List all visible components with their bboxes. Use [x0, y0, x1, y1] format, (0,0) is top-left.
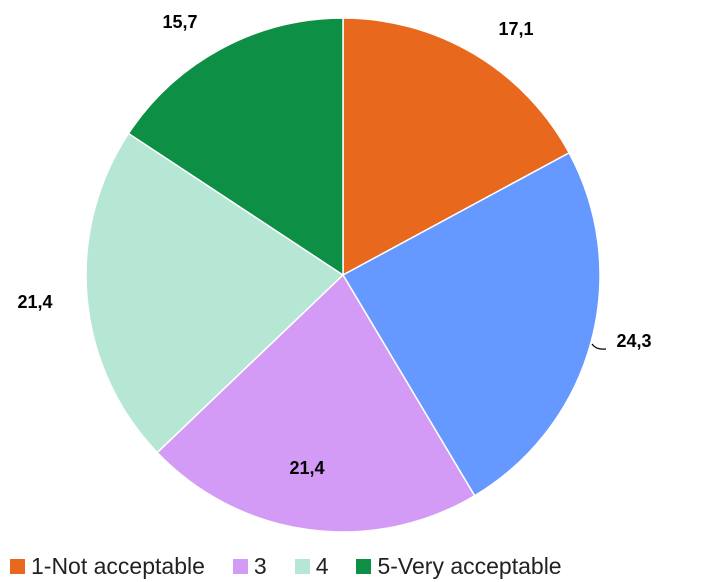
pie-slice-1-not-acceptable — [342, 17, 571, 277]
pie-slice-2 — [341, 151, 601, 497]
data-label-4: 21,4 — [17, 292, 52, 312]
pie-slice-3 — [156, 273, 476, 533]
legend-label: 5-Very acceptable — [377, 552, 562, 579]
legend-item: 5-Very acceptable — [356, 552, 562, 580]
legend-item: 4 — [294, 552, 329, 580]
data-label-3: 21,4 — [289, 458, 324, 478]
legend-label: 3 — [253, 552, 267, 579]
pie-slice-4 — [85, 132, 345, 454]
legend-label: 4 — [315, 552, 329, 579]
data-label-2: 24,3 — [616, 331, 651, 351]
data-label-5-very-acceptable: 15,7 — [162, 12, 197, 32]
legend-label: 1-Not acceptable — [31, 552, 205, 579]
pie-slice-5-very-acceptable — [127, 17, 344, 277]
legend-swatch — [356, 558, 372, 574]
data-label-1-not-acceptable: 17,1 — [498, 19, 533, 39]
legend-swatch — [10, 558, 25, 574]
data-label-leader-line — [591, 343, 607, 350]
legend-swatch — [232, 558, 248, 574]
legend-item: 1-Not acceptable — [10, 553, 205, 580]
legend-swatch — [294, 558, 310, 574]
chart-legend: 1-Not acceptable 3 4 5-Very acceptable — [10, 552, 562, 580]
legend-item: 3 — [232, 552, 267, 580]
pie-chart-svg: 17,1 24,3 21,4 21,4 15,7 — [17, 12, 652, 533]
